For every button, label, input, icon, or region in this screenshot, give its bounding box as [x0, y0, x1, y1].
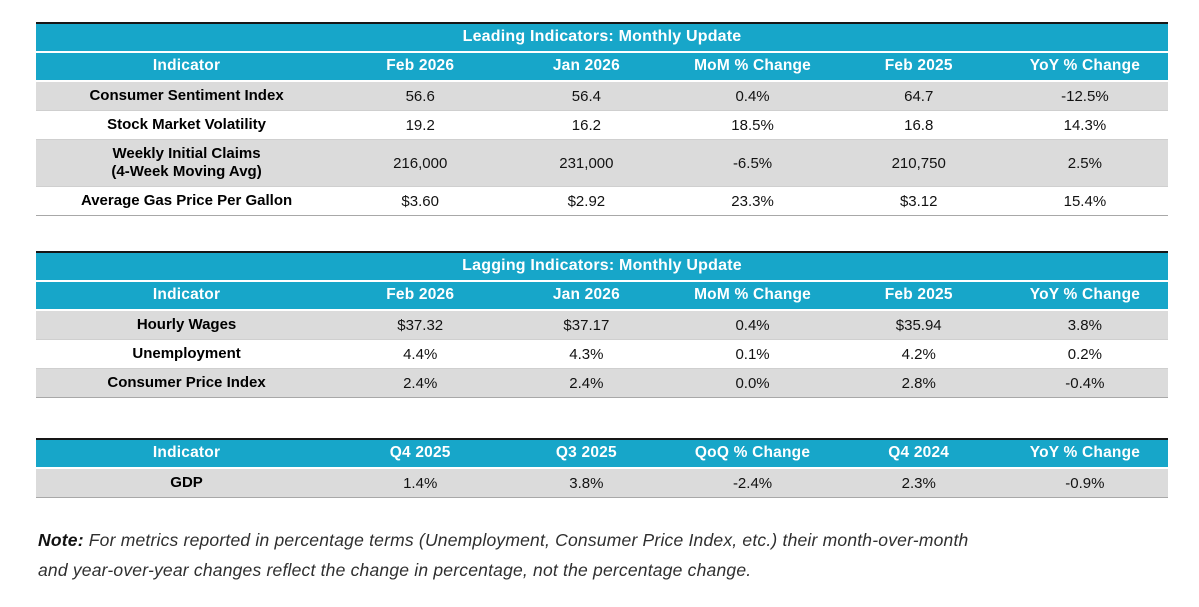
table-row: Consumer Sentiment Index 56.6 56.4 0.4% 64.7… — [36, 81, 1168, 111]
value-cell: -12.5% — [1001, 81, 1168, 111]
column-header: Feb 2026 — [337, 281, 504, 311]
column-header: Q4 2024 — [835, 439, 1002, 469]
value-cell: 2.4% — [503, 368, 670, 398]
value-cell: 19.2 — [337, 110, 504, 140]
column-header: YoY % Change — [1001, 439, 1168, 469]
indicator-cell: Weekly Initial Claims (4-Week Moving Avg… — [36, 139, 338, 187]
indicator-cell: Consumer Price Index — [36, 368, 338, 398]
table-row: Weekly Initial Claims (4-Week Moving Avg… — [36, 139, 1168, 187]
value-cell: $3.12 — [835, 186, 1002, 216]
value-cell: $37.32 — [337, 310, 504, 340]
value-cell: 15.4% — [1001, 186, 1168, 216]
value-cell: 2.4% — [337, 368, 504, 398]
indicator-cell: Hourly Wages — [36, 310, 338, 340]
table-header-row: Indicator Q4 2025 Q3 2025 QoQ % Change Q4 20… — [36, 439, 1168, 469]
value-cell: 14.3% — [1001, 110, 1168, 140]
value-cell: 2.5% — [1001, 139, 1168, 187]
value-cell: 1.4% — [337, 468, 504, 498]
value-cell: 0.2% — [1001, 339, 1168, 369]
value-cell: -0.9% — [1001, 468, 1168, 498]
value-cell: -2.4% — [669, 468, 836, 498]
value-cell: 16.2 — [503, 110, 670, 140]
value-cell: 3.8% — [1001, 310, 1168, 340]
table-row: Average Gas Price Per Gallon $3.60 $2.92 23… — [36, 186, 1168, 216]
value-cell: -0.4% — [1001, 368, 1168, 398]
column-header: MoM % Change — [669, 281, 836, 311]
footnote-label: Note: — [38, 530, 84, 550]
value-cell: 18.5% — [669, 110, 836, 140]
value-cell: 0.0% — [669, 368, 836, 398]
value-cell: 0.1% — [669, 339, 836, 369]
table-title: Lagging Indicators: Monthly Update — [36, 252, 1168, 282]
column-header: Feb 2025 — [835, 52, 1002, 82]
column-header: Q4 2025 — [337, 439, 504, 469]
value-cell: 210,750 — [835, 139, 1002, 187]
value-cell: 0.4% — [669, 310, 836, 340]
value-cell: $35.94 — [835, 310, 1002, 340]
column-header: Feb 2026 — [337, 52, 504, 82]
column-header: YoY % Change — [1001, 52, 1168, 82]
column-header: YoY % Change — [1001, 281, 1168, 311]
table-header-row: Indicator Feb 2026 Jan 2026 MoM % Change Feb… — [36, 52, 1168, 82]
value-cell: 3.8% — [503, 468, 670, 498]
column-header: Jan 2026 — [503, 281, 670, 311]
lagging-indicators-table: Lagging Indicators: Monthly Update Indica… — [36, 251, 1168, 398]
table-title: Leading Indicators: Monthly Update — [36, 23, 1168, 53]
report-page: Leading Indicators: Monthly Update Indica… — [36, 22, 1168, 585]
column-header: MoM % Change — [669, 52, 836, 82]
value-cell: 56.4 — [503, 81, 670, 111]
column-header: Q3 2025 — [503, 439, 670, 469]
leading-indicators-table: Leading Indicators: Monthly Update Indica… — [36, 22, 1168, 216]
table-title-row: Lagging Indicators: Monthly Update — [36, 252, 1168, 282]
indicator-cell: Average Gas Price Per Gallon — [36, 186, 338, 216]
indicator-cell: GDP — [36, 468, 338, 498]
column-header: Indicator — [36, 439, 338, 469]
table-row: GDP 1.4% 3.8% -2.4% 2.3% -0.9% — [36, 468, 1168, 498]
value-cell: 4.3% — [503, 339, 670, 369]
table-row: Consumer Price Index 2.4% 2.4% 0.0% 2.8% -0.4… — [36, 368, 1168, 398]
footnote-line-2: and year-over-year changes reflect the c… — [38, 560, 752, 580]
column-header: Jan 2026 — [503, 52, 670, 82]
value-cell: 2.8% — [835, 368, 1002, 398]
table-title-row: Leading Indicators: Monthly Update — [36, 23, 1168, 53]
value-cell: 4.2% — [835, 339, 1002, 369]
value-cell: 231,000 — [503, 139, 670, 187]
value-cell: 64.7 — [835, 81, 1002, 111]
indicator-cell: Consumer Sentiment Index — [36, 81, 338, 111]
indicator-cell: Unemployment — [36, 339, 338, 369]
table-row: Hourly Wages $37.32 $37.17 0.4% $35.94 3.8% — [36, 310, 1168, 340]
value-cell: 4.4% — [337, 339, 504, 369]
value-cell: 56.6 — [337, 81, 504, 111]
value-cell: $3.60 — [337, 186, 504, 216]
column-header: Indicator — [36, 52, 338, 82]
value-cell: 216,000 — [337, 139, 504, 187]
table-row: Unemployment 4.4% 4.3% 0.1% 4.2% 0.2% — [36, 339, 1168, 369]
value-cell: $2.92 — [503, 186, 670, 216]
footnote-line-1: For metrics reported in percentage terms… — [88, 530, 969, 550]
value-cell: $37.17 — [503, 310, 670, 340]
value-cell: 0.4% — [669, 81, 836, 111]
column-header: Indicator — [36, 281, 338, 311]
column-header: QoQ % Change — [669, 439, 836, 469]
value-cell: 23.3% — [669, 186, 836, 216]
table-header-row: Indicator Feb 2026 Jan 2026 MoM % Change Feb… — [36, 281, 1168, 311]
value-cell: 2.3% — [835, 468, 1002, 498]
footnote: Note: For metrics reported in percentage… — [38, 525, 1118, 585]
value-cell: -6.5% — [669, 139, 836, 187]
gdp-table: Indicator Q4 2025 Q3 2025 QoQ % Change Q4 20… — [36, 438, 1168, 498]
table-row: Stock Market Volatility 19.2 16.2 18.5% 16.8… — [36, 110, 1168, 140]
indicator-cell: Stock Market Volatility — [36, 110, 338, 140]
value-cell: 16.8 — [835, 110, 1002, 140]
column-header: Feb 2025 — [835, 281, 1002, 311]
